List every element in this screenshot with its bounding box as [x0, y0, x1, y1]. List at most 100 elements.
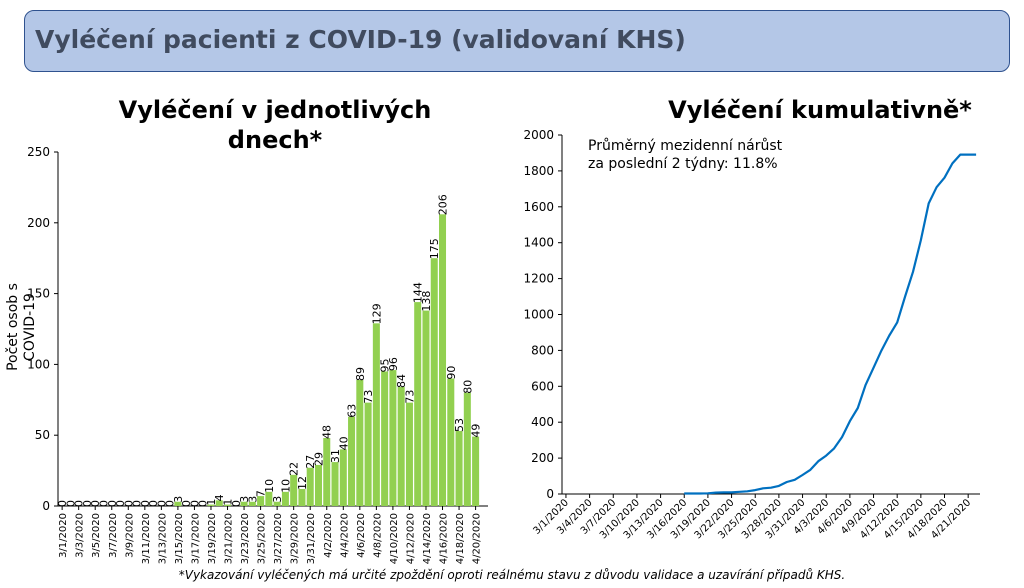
bar [265, 491, 273, 506]
footnote: *Vykazování vyléčených má určité zpožděn… [178, 568, 846, 582]
x-tick-label: 3/7/2020 [108, 513, 119, 558]
bar [298, 489, 306, 506]
x-tick-label: 3/25/2020 [257, 513, 268, 564]
data-label: 0 [230, 500, 243, 507]
x-tick-label: 3/5/2020 [91, 513, 102, 558]
y-tick-label: 1200 [523, 272, 554, 286]
data-label: 95 [379, 358, 392, 372]
bar [248, 501, 256, 506]
data-label: 0 [122, 500, 135, 507]
bar [463, 392, 471, 506]
data-label: 90 [445, 366, 458, 380]
data-label: 0 [147, 500, 160, 507]
data-label: 3 [238, 496, 251, 503]
data-label: 73 [403, 390, 416, 404]
bar [389, 370, 397, 506]
data-label: 22 [288, 462, 301, 476]
data-label: 0 [106, 500, 119, 507]
bar [273, 501, 281, 506]
daily-chart-y-axis-label: Počet osob s COVID-19 [5, 283, 38, 371]
daily-chart-title: Vyléčení v jednotlivých dnech* [118, 96, 432, 154]
data-label: 175 [428, 238, 441, 259]
bar [455, 430, 463, 506]
bar [439, 214, 447, 506]
y-tick-label: 1000 [523, 308, 554, 322]
data-label: 0 [64, 500, 77, 507]
data-label: 29 [312, 452, 325, 466]
x-tick-label: 4/8/2020 [372, 513, 383, 558]
data-label: 0 [197, 500, 210, 507]
y-tick-label: 100 [27, 357, 50, 371]
x-tick-label: 4/10/2020 [389, 513, 400, 564]
bar [414, 302, 422, 506]
x-tick-label: 3/17/2020 [190, 513, 201, 564]
data-label: 1 [205, 499, 218, 506]
title-banner: Vyléčení pacienti z COVID-19 (validovaní… [24, 10, 1010, 72]
x-tick-label: 3/23/2020 [240, 513, 251, 564]
data-label: 48 [321, 425, 334, 439]
data-label: 1 [222, 499, 235, 506]
data-label: 31 [329, 449, 342, 463]
bar [224, 504, 232, 506]
bar [174, 501, 182, 506]
data-label: 0 [188, 500, 201, 507]
x-tick-label: 4/2/2020 [323, 513, 334, 558]
y-tick-label: 200 [27, 216, 50, 230]
data-label: 3 [172, 496, 185, 503]
bar [356, 379, 364, 506]
y-tick-label: 250 [27, 145, 50, 159]
y-tick-label: 0 [42, 499, 50, 513]
y-tick-label: 150 [27, 287, 50, 301]
x-tick-label: 3/9/2020 [124, 513, 135, 558]
banner-title: Vyléčení pacienti z COVID-19 (validovaní… [35, 25, 686, 54]
data-label: 27 [304, 455, 317, 469]
x-tick-label: 4/18/2020 [455, 513, 466, 564]
x-tick-label: 3/29/2020 [290, 513, 301, 564]
data-label: 96 [387, 357, 400, 371]
x-tick-label: 3/1/2020 [58, 513, 69, 558]
bar [405, 402, 413, 506]
bar [290, 474, 298, 506]
data-label: 3 [271, 496, 284, 503]
x-tick-label: 4/16/2020 [439, 513, 450, 564]
data-label: 53 [453, 418, 466, 432]
bar [306, 467, 314, 506]
x-tick-label: 4/4/2020 [339, 513, 350, 558]
cumulative-chart-title: Vyléčení kumulativně* [668, 96, 972, 124]
bar [207, 504, 215, 506]
bar [472, 436, 480, 506]
data-label: 0 [89, 500, 102, 507]
data-label: 10 [263, 479, 276, 493]
bar [348, 416, 356, 506]
bar [314, 464, 322, 506]
data-label: 40 [337, 436, 350, 450]
data-label: 0 [114, 500, 127, 507]
bar [430, 258, 438, 506]
x-tick-label: 3/31/2020 [306, 513, 317, 564]
bar [323, 438, 331, 506]
data-label: 73 [362, 390, 375, 404]
x-tick-label: 3/27/2020 [273, 513, 284, 564]
x-tick-label: 4/14/2020 [422, 513, 433, 564]
y-tick-label: 2000 [523, 128, 554, 142]
data-label: 80 [461, 380, 474, 394]
data-label: 0 [155, 500, 168, 507]
data-label: 0 [56, 500, 69, 507]
x-tick-label: 3/21/2020 [224, 513, 235, 564]
data-label: 0 [164, 500, 177, 507]
x-tick-label: 4/20/2020 [472, 513, 483, 564]
data-label: 0 [180, 500, 193, 507]
y-tick-label: 1400 [523, 236, 554, 250]
data-label: 89 [354, 367, 367, 381]
data-label: 84 [395, 374, 408, 388]
x-tick-label: 4/6/2020 [356, 513, 367, 558]
y-tick-label: 400 [531, 415, 554, 429]
data-label: 4 [213, 494, 226, 501]
data-label: 144 [412, 282, 425, 303]
x-tick-label: 3/13/2020 [157, 513, 168, 564]
y-tick-label: 0 [546, 487, 554, 501]
bar [281, 491, 289, 506]
x-tick-label: 3/3/2020 [75, 513, 86, 558]
